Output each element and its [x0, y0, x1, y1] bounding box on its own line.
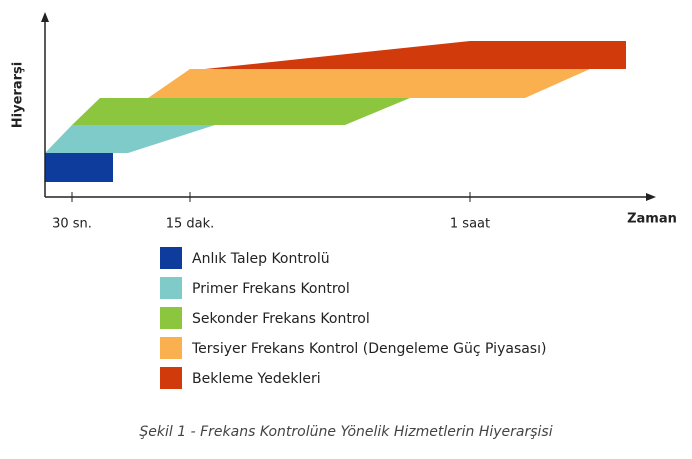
- band-primary: [45, 125, 215, 153]
- legend-label: Sekonder Frekans Kontrol: [192, 311, 370, 327]
- legend-swatch: [160, 337, 182, 359]
- legend-label: Primer Frekans Kontrol: [192, 281, 350, 297]
- caption: Şekil 1 - Frekans Kontrolüne Yönelik Hiz…: [139, 424, 552, 440]
- band-secondary: [72, 98, 410, 125]
- band-tertiary: [148, 69, 590, 98]
- x-axis-label: Zaman: [627, 212, 677, 227]
- legend: Anlık Talep Kontrolü Primer Frekans Kontr…: [160, 247, 546, 389]
- legend-swatch: [160, 307, 182, 329]
- legend-swatch: [160, 367, 182, 389]
- legend-label: Bekleme Yedekleri: [192, 371, 321, 387]
- legend-swatch: [160, 247, 182, 269]
- y-arrow: [41, 12, 49, 22]
- x-tick-label: 15 dak.: [166, 217, 215, 232]
- legend-label: Anlık Talep Kontrolü: [192, 251, 330, 267]
- band-reserve: [205, 41, 626, 69]
- x-tick-label: 30 sn.: [52, 217, 92, 232]
- band-instant: [45, 153, 113, 182]
- x-tick-label: 1 saat: [450, 217, 490, 232]
- bands: [45, 41, 626, 182]
- x-arrow: [646, 193, 656, 201]
- legend-swatch: [160, 277, 182, 299]
- y-axis-label: Hiyerarşi: [11, 62, 26, 128]
- legend-label: Tersiyer Frekans Kontrol (Dengeleme Güç …: [191, 341, 546, 357]
